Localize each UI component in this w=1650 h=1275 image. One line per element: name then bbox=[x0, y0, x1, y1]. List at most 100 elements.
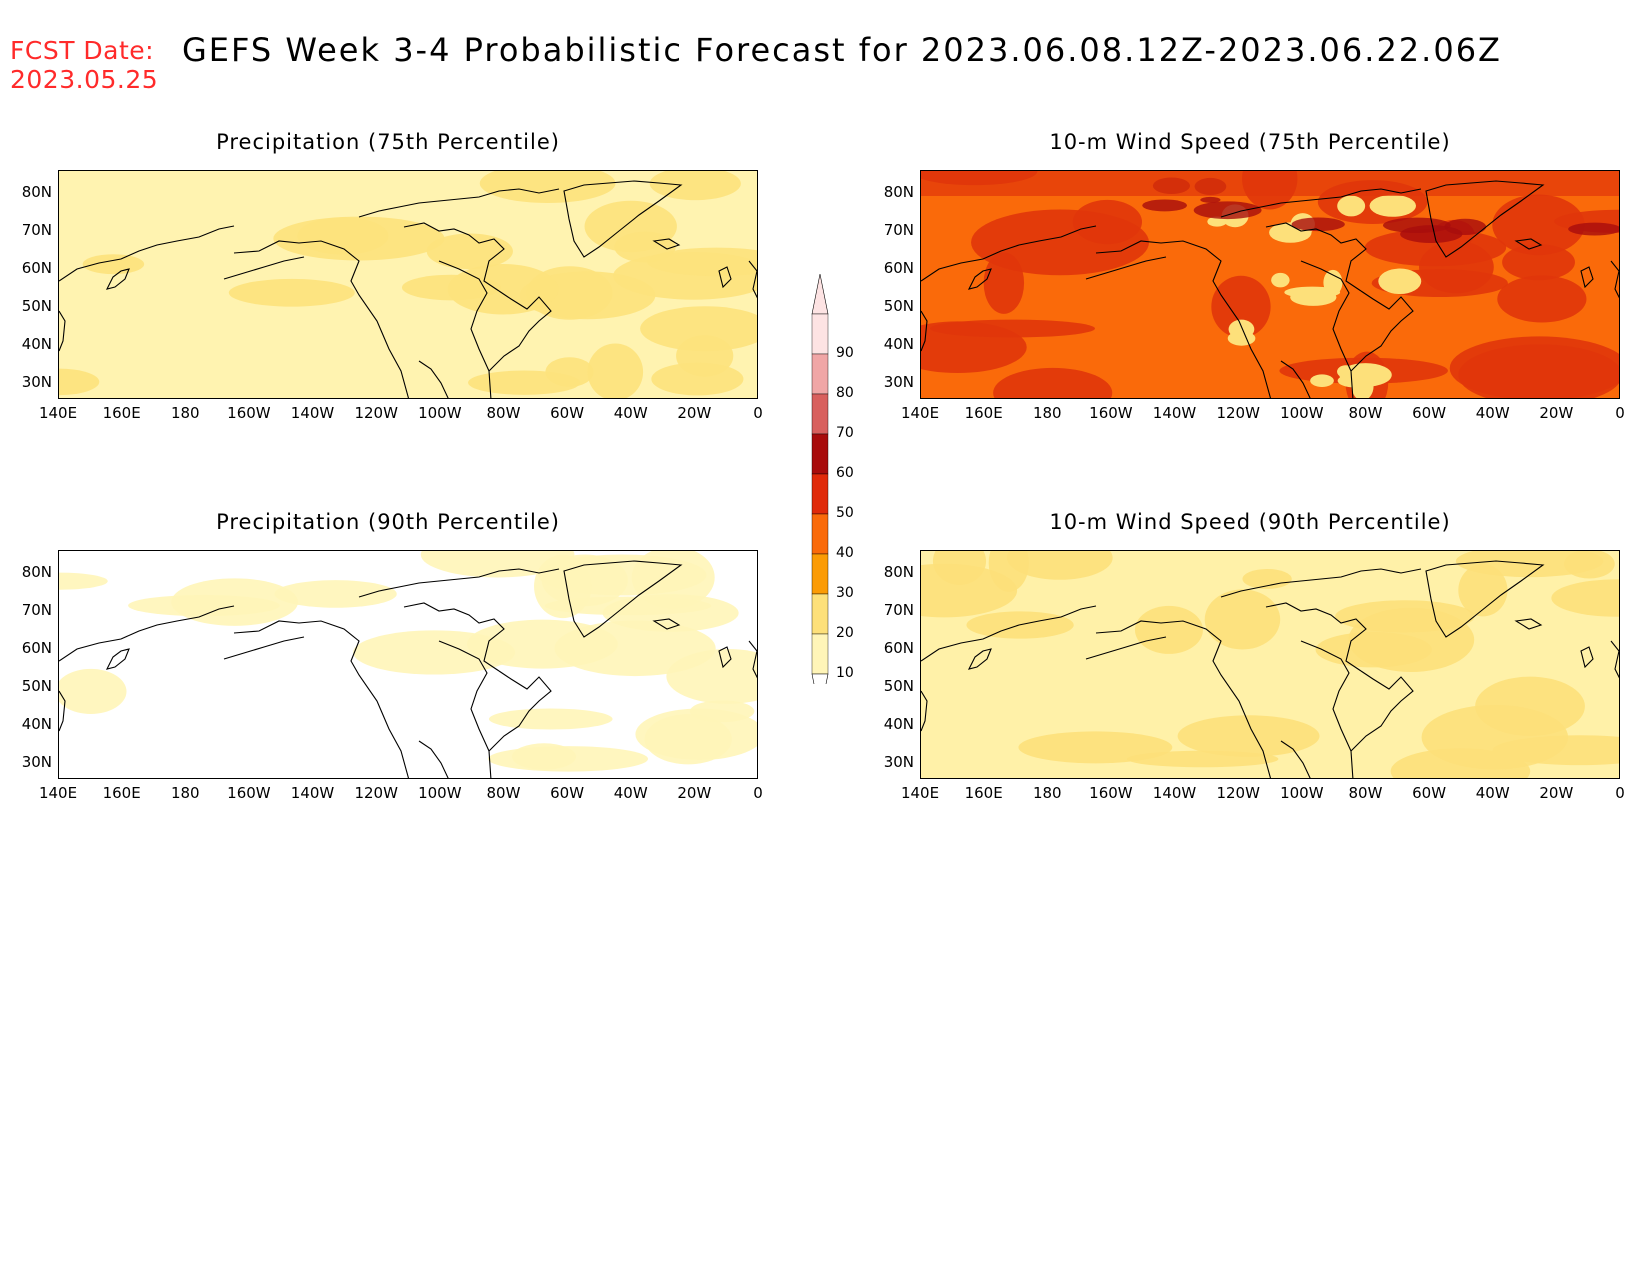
x-tick-label: 40W bbox=[613, 784, 648, 802]
colorbar-swatch bbox=[811, 633, 829, 675]
coastline bbox=[59, 690, 66, 732]
contour-region bbox=[1449, 336, 1619, 398]
x-tick-label: 140E bbox=[38, 784, 78, 802]
y-tick-label: 30N bbox=[883, 753, 914, 771]
coastline bbox=[967, 648, 992, 670]
y-tick-label: 70N bbox=[883, 221, 914, 239]
contour-region bbox=[1228, 319, 1255, 339]
x-tick-label: 20W bbox=[677, 784, 712, 802]
coastline bbox=[358, 188, 560, 218]
colorbar-cap-bottom bbox=[811, 673, 829, 684]
contour-region bbox=[644, 714, 732, 765]
coastline bbox=[1514, 618, 1543, 630]
contour-region bbox=[426, 233, 513, 270]
contour-region bbox=[1497, 275, 1587, 323]
x-tick-label: 180 bbox=[1032, 404, 1062, 422]
contour-region bbox=[651, 362, 744, 396]
x-tick-label: 180 bbox=[1032, 784, 1062, 802]
coastline bbox=[1220, 568, 1422, 598]
y-tick-label: 60N bbox=[21, 259, 52, 277]
coastline bbox=[59, 225, 235, 282]
contour-region bbox=[1126, 750, 1279, 768]
x-tick-label: 0 bbox=[753, 404, 763, 422]
colorbar-swatch bbox=[811, 593, 829, 635]
coastline bbox=[921, 310, 928, 352]
y-tick-label: 30N bbox=[21, 753, 52, 771]
contour-region bbox=[1200, 196, 1221, 203]
x-tick-label: 80W bbox=[486, 404, 521, 422]
contour-region bbox=[587, 343, 644, 398]
coastline bbox=[1350, 670, 1414, 752]
contour-region bbox=[274, 580, 397, 608]
coastline bbox=[105, 648, 130, 670]
coastline bbox=[1580, 266, 1594, 289]
x-tick-label: 140E bbox=[900, 784, 940, 802]
coastline bbox=[1265, 222, 1367, 292]
contour-region bbox=[647, 247, 757, 277]
panel-precip-75: Precipitation (75th Percentile) 80N 70N 60… bbox=[8, 130, 768, 422]
map-field bbox=[59, 171, 757, 398]
y-tick-label: 30N bbox=[21, 373, 52, 391]
map-plot bbox=[920, 550, 1620, 779]
map-field bbox=[921, 551, 1619, 778]
contour-region bbox=[534, 554, 592, 619]
colorbar-cap-top bbox=[811, 274, 829, 315]
x-tick-label: 100W bbox=[418, 784, 462, 802]
coastline bbox=[438, 640, 492, 778]
coastline bbox=[403, 602, 505, 672]
colorbar-tick-label: 30 bbox=[836, 585, 854, 601]
coastline bbox=[652, 238, 681, 250]
contour-region bbox=[171, 578, 299, 626]
contour-region bbox=[1378, 268, 1422, 295]
contour-region bbox=[921, 171, 1619, 196]
contour-region bbox=[1337, 195, 1366, 217]
x-tick-label: 140W bbox=[1152, 784, 1197, 802]
y-tick-label: 60N bbox=[883, 639, 914, 657]
colorbar-tick-label: 10 bbox=[836, 665, 854, 681]
x-tick-label: 160W bbox=[1089, 784, 1133, 802]
coastline bbox=[1280, 740, 1311, 778]
colorbar-tick-label: 80 bbox=[836, 385, 854, 401]
panel-precip-90: Precipitation (90th Percentile) 80N 70N 60… bbox=[8, 510, 768, 802]
coastline bbox=[921, 225, 1097, 282]
contour-region bbox=[1351, 371, 1374, 398]
coastline bbox=[59, 310, 66, 352]
x-tick-label: 140E bbox=[900, 404, 940, 422]
x-tick-label: 120W bbox=[1216, 404, 1260, 422]
fcst-date-label: FCST Date: bbox=[10, 36, 155, 65]
y-tick-label: 40N bbox=[883, 335, 914, 353]
contour-region bbox=[1211, 275, 1271, 338]
x-tick-label: 60W bbox=[1412, 404, 1447, 422]
x-tick-label: 120W bbox=[354, 784, 398, 802]
contour-region bbox=[1207, 216, 1227, 227]
coastline bbox=[718, 646, 732, 669]
contour-region bbox=[488, 708, 613, 730]
panel-title: 10-m Wind Speed (90th Percentile) bbox=[1049, 510, 1451, 534]
contour-region bbox=[1369, 194, 1417, 217]
colorbar-tick-label: 90 bbox=[836, 345, 854, 361]
coastline bbox=[438, 260, 492, 398]
contour-region bbox=[59, 572, 108, 590]
contour-region bbox=[649, 171, 741, 201]
contour-region bbox=[554, 620, 716, 677]
contour-region bbox=[1142, 199, 1188, 212]
coastline bbox=[105, 268, 130, 290]
y-tick-label: 50N bbox=[883, 297, 914, 315]
contour-region bbox=[1134, 605, 1203, 654]
x-tick-label: 140E bbox=[38, 404, 78, 422]
coastline bbox=[967, 268, 992, 290]
x-tick-label: 100W bbox=[418, 404, 462, 422]
map-plot bbox=[58, 550, 758, 779]
x-tick-label: 160W bbox=[227, 784, 271, 802]
coastline bbox=[718, 266, 732, 289]
x-tick-label: 120W bbox=[354, 404, 398, 422]
x-tick-label: 160W bbox=[1089, 404, 1133, 422]
panel-title: Precipitation (75th Percentile) bbox=[216, 130, 560, 154]
x-tick-label: 60W bbox=[1412, 784, 1447, 802]
contour-region bbox=[59, 368, 100, 396]
coastline bbox=[1095, 620, 1272, 778]
coastline bbox=[748, 260, 757, 299]
x-tick-label: 40W bbox=[1475, 404, 1510, 422]
colorbar-tick-label: 40 bbox=[836, 545, 854, 561]
coastline bbox=[1220, 188, 1422, 218]
